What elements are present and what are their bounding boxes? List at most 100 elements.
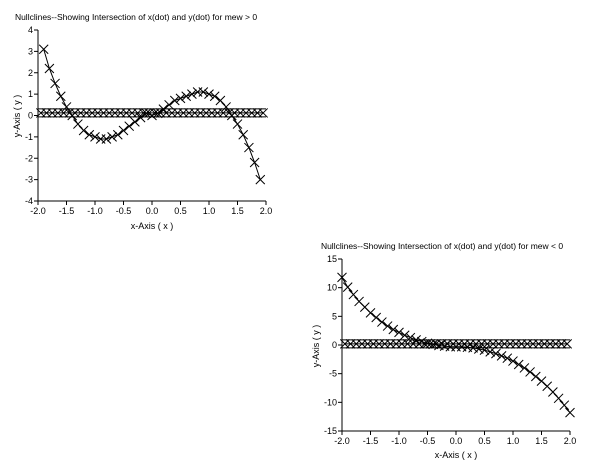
x-tick-label: 1.5	[231, 206, 244, 216]
y-tick-label: 1	[28, 89, 33, 99]
x-tick-label: -0.5	[420, 436, 436, 446]
data-point	[61, 102, 72, 112]
y-tick-label: 0	[28, 111, 33, 121]
data-point	[90, 132, 100, 142]
data-point	[405, 332, 416, 343]
data-point	[530, 371, 541, 382]
data-point	[365, 308, 376, 318]
x-tick-label: 0.0	[146, 206, 159, 216]
x-tick-label: -2.0	[334, 436, 350, 446]
x-axis-label: x-Axis ( x )	[435, 450, 478, 460]
data-point	[565, 407, 575, 418]
data-point	[198, 87, 209, 97]
x-tick-label: 0.0	[450, 436, 463, 446]
data-point	[169, 95, 180, 106]
data-point	[135, 112, 146, 123]
y-tick-label: 3	[28, 46, 33, 56]
data-point	[204, 89, 214, 99]
y-tick-label: -10	[324, 397, 337, 407]
x-tick-label: -1.5	[363, 436, 379, 446]
x-tick-label: 2.0	[260, 206, 273, 216]
x-axis-label: x-Axis ( x )	[131, 221, 174, 231]
y-tick-label: 2	[28, 68, 33, 78]
x-tick-label: -0.5	[116, 206, 132, 216]
data-point	[513, 359, 524, 370]
data-point	[238, 129, 249, 140]
data-point	[175, 93, 186, 104]
data-point	[519, 363, 530, 373]
data-point	[164, 99, 174, 110]
chart-mew-negative: Nullclines--Showing Intersection of x(do…	[311, 241, 576, 460]
data-point	[73, 119, 83, 129]
data-point	[255, 174, 266, 185]
data-point	[399, 330, 410, 341]
data-point	[388, 324, 399, 335]
data-point	[232, 119, 243, 129]
chart-title: Nullclines--Showing Intersection of x(do…	[15, 12, 257, 22]
data-point	[485, 347, 496, 357]
data-point	[491, 348, 501, 359]
data-point	[562, 338, 573, 349]
data-point	[112, 129, 123, 140]
data-point	[38, 44, 49, 55]
y-tick-label: -1	[25, 132, 33, 142]
data-point	[44, 63, 55, 74]
data-point	[473, 344, 484, 354]
data-point	[209, 91, 220, 102]
y-tick-label: 10	[327, 283, 337, 293]
data-point	[244, 142, 254, 153]
data-point	[221, 102, 231, 112]
data-point	[377, 317, 387, 327]
y-tick-label: 5	[332, 311, 337, 321]
x-tick-label: 1.0	[203, 206, 216, 216]
chart-title: Nullclines--Showing Intersection of x(do…	[321, 241, 563, 251]
data-point	[559, 400, 570, 411]
data-point	[181, 91, 192, 102]
x-tick-label: 0.5	[478, 436, 491, 446]
x-tick-label: -1.5	[59, 206, 75, 216]
data-point	[525, 367, 535, 377]
data-point	[508, 356, 518, 366]
data-point	[258, 108, 269, 118]
data-point	[118, 125, 129, 136]
x-tick-label: 0.5	[174, 206, 187, 216]
data-point	[101, 134, 112, 144]
data-point	[342, 282, 353, 292]
series-line-0	[341, 277, 571, 413]
y-tick-label: -4	[25, 196, 33, 206]
data-point	[479, 345, 490, 356]
data-point	[496, 351, 507, 361]
data-point	[50, 78, 60, 89]
y-axis-label: y-Axis ( y )	[311, 325, 321, 368]
x-tick-label: -1.0	[391, 436, 407, 446]
data-point	[249, 157, 260, 168]
y-tick-label: 4	[28, 25, 33, 35]
y-tick-label: 0	[332, 340, 337, 350]
data-point	[553, 393, 564, 404]
chart-mew-positive: Nullclines--Showing Intersection of x(do…	[12, 12, 272, 231]
data-point	[382, 321, 393, 331]
x-tick-label: -1.0	[87, 206, 103, 216]
data-point	[348, 289, 359, 300]
data-point	[371, 312, 382, 323]
data-point	[130, 117, 140, 127]
y-tick-label: -5	[329, 369, 337, 379]
y-axis-label: y-Axis ( y )	[12, 95, 22, 138]
data-point	[124, 121, 135, 132]
x-tick-label: 2.0	[564, 436, 577, 446]
data-point	[78, 125, 89, 136]
data-point	[187, 89, 197, 99]
y-tick-label: -2	[25, 153, 33, 163]
x-tick-label: 1.0	[507, 436, 520, 446]
data-point	[502, 353, 513, 364]
data-point	[107, 132, 117, 142]
data-point	[394, 327, 404, 338]
data-point	[337, 272, 347, 283]
x-tick-label: -2.0	[30, 206, 46, 216]
y-tick-label: -15	[324, 426, 337, 436]
y-tick-label: 15	[327, 254, 337, 264]
data-point	[84, 129, 95, 140]
data-point	[215, 95, 226, 106]
data-point	[55, 91, 66, 102]
